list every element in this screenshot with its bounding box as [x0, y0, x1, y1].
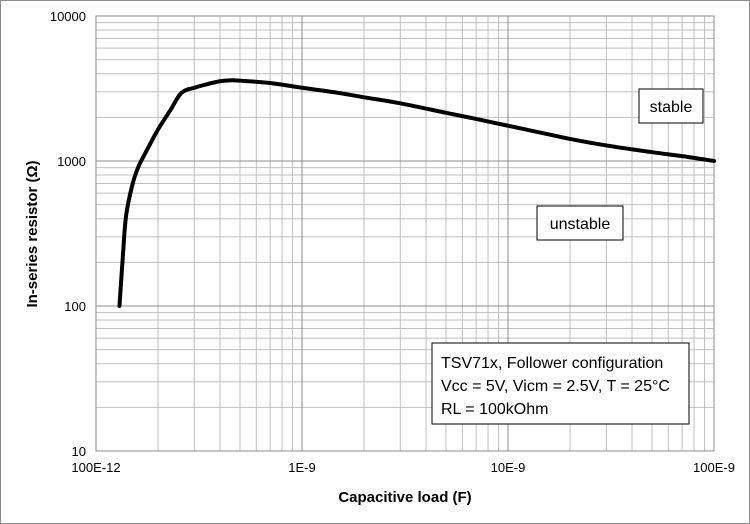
y-tick-label: 10 [72, 444, 86, 459]
annotation-unstable: unstable [536, 205, 624, 241]
x-tick-label: 100E-12 [71, 460, 120, 475]
x-tick-label: 100E-9 [693, 460, 735, 475]
y-tick-label: 10000 [50, 9, 86, 24]
plot-border [95, 15, 715, 452]
series-layer [117, 78, 716, 308]
annotation-text: unstable [550, 216, 611, 233]
annotation-box [431, 342, 690, 425]
series-line [117, 78, 716, 308]
annotation-text: stable [650, 99, 693, 116]
annotation-stable: stable [638, 88, 704, 124]
x-axis-title: Capacitive load (F) [338, 489, 471, 506]
x-tick-labels: 100E-12 1E-9 10E-9 100E-9 [71, 460, 735, 475]
annotation-line: RL = 100kOhm [441, 401, 548, 418]
annotation-line: Vcc = 5V, Vicm = 2.5V, T = 25°C [441, 378, 670, 395]
annotation-box [536, 205, 624, 241]
y-tick-labels: 10 100 1000 10000 [50, 9, 86, 459]
x-tick-label: 10E-9 [491, 460, 526, 475]
minor-grid [96, 16, 714, 451]
annotation-line: TSV71x, Follower configuration [441, 355, 663, 372]
x-tick-label: 1E-9 [288, 460, 315, 475]
annotation-conditions: TSV71x, Follower configuration Vcc = 5V,… [431, 342, 690, 425]
y-axis-title: In-series resistor (Ω) [24, 160, 41, 307]
y-tick-label: 100 [64, 299, 86, 314]
y-tick-label: 1000 [57, 154, 86, 169]
annotation-box [638, 88, 704, 124]
